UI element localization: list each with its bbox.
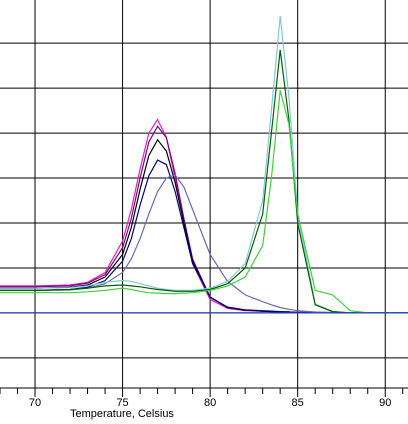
series-line (0, 49, 408, 314)
x-tick-label: 90 (379, 397, 391, 409)
x-tick-label: 85 (292, 397, 304, 409)
series-line (0, 174, 408, 314)
x-tick-label: 75 (116, 397, 128, 409)
x-axis-title: Temperature, Celsius (70, 408, 174, 420)
x-tick-label: 80 (204, 397, 216, 409)
series-line (0, 90, 408, 314)
x-tick-label: 70 (29, 397, 41, 409)
